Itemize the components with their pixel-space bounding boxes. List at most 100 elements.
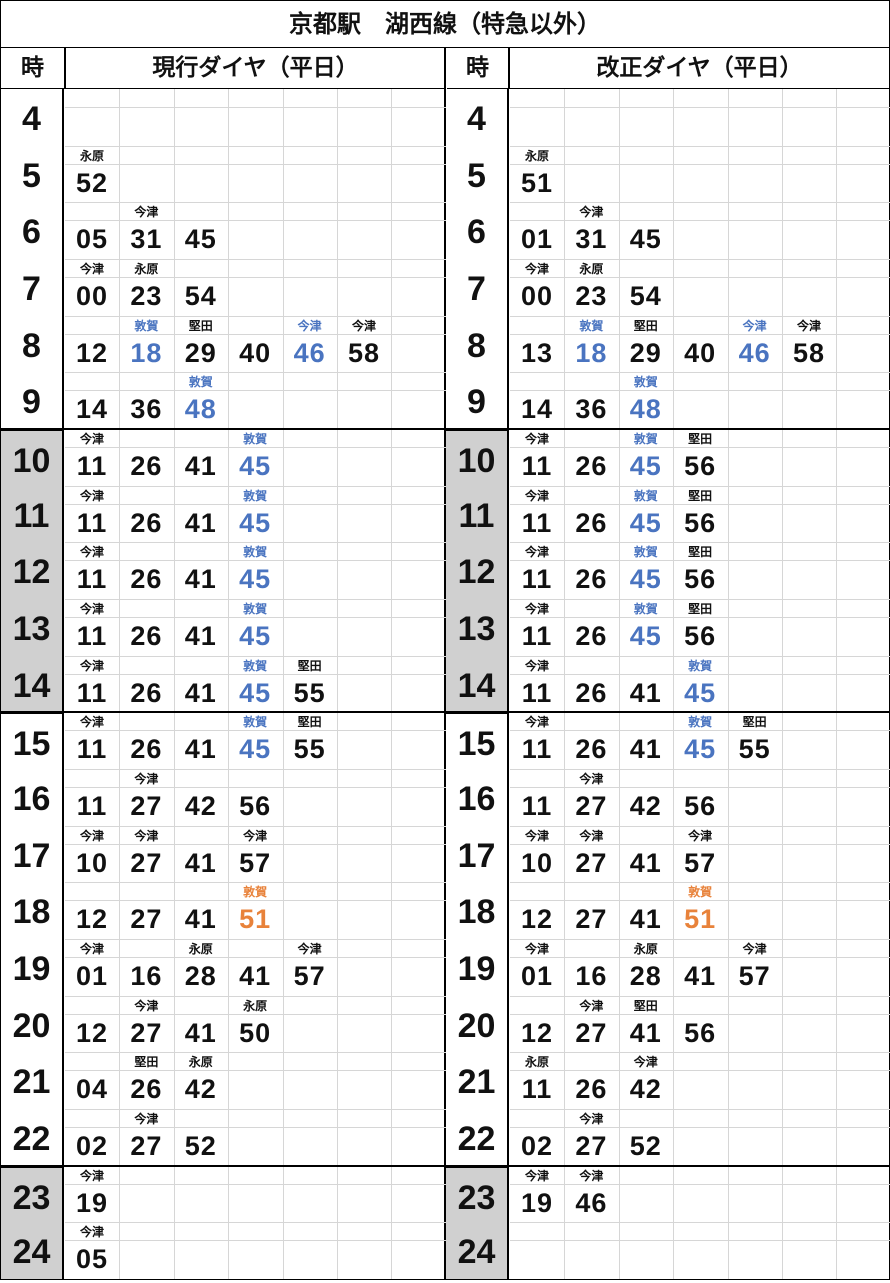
- departure-minute: 04: [75, 1074, 109, 1105]
- hour-cell-10: 10: [446, 429, 509, 486]
- hour-cell-11: 11: [1, 485, 64, 543]
- destination-label: 永原: [524, 1055, 549, 1070]
- departure-minute: 26: [130, 677, 163, 708]
- destination-label: 今津: [79, 942, 104, 957]
- destination-label: 堅田: [688, 602, 713, 617]
- block-border: [1, 428, 445, 431]
- destination-label: 今津: [579, 828, 604, 843]
- grid-line: [564, 89, 566, 1280]
- sub-row-line: [65, 673, 446, 675]
- destination-label: 永原: [79, 148, 104, 163]
- sub-row-line: [510, 1240, 890, 1242]
- sub-row-line: [65, 730, 446, 732]
- departure-minute: 45: [629, 451, 662, 482]
- departure-minute: 42: [184, 1074, 217, 1105]
- hour-cell-14: 14: [1, 655, 64, 713]
- departure-minute: 11: [76, 621, 108, 652]
- departure-minute: 41: [239, 961, 272, 992]
- destination-label: 敦賀: [243, 432, 268, 447]
- departure-minute: 14: [520, 394, 554, 425]
- departure-minute: 05: [75, 1244, 109, 1275]
- departure-minute: 56: [239, 791, 272, 822]
- departure-minute: 18: [130, 337, 163, 368]
- destination-label: 今津: [524, 488, 549, 503]
- row-line: [65, 769, 446, 771]
- departure-minute: 19: [75, 1187, 109, 1218]
- destination-label: 今津: [579, 1112, 604, 1127]
- departure-minute: 45: [239, 677, 272, 708]
- departure-minute: 57: [684, 847, 717, 878]
- grid-line: [836, 89, 838, 1280]
- destination-label: 今津: [579, 205, 604, 220]
- departure-minute: 11: [521, 791, 553, 822]
- departure-minute: 56: [684, 564, 717, 595]
- destination-label: 今津: [351, 318, 376, 333]
- row-line: [510, 372, 890, 374]
- destination-label: 今津: [79, 432, 104, 447]
- departure-minute: 11: [521, 451, 553, 482]
- departure-minute: 41: [184, 564, 217, 595]
- row-line: [65, 882, 446, 884]
- row-line: [65, 542, 446, 544]
- sub-row-line: [65, 560, 446, 562]
- hour-cell-5: 5: [446, 145, 509, 203]
- departure-minute: 51: [684, 904, 717, 935]
- departure-minute: 01: [520, 961, 554, 992]
- sub-row-line: [510, 617, 890, 619]
- departure-minute: 41: [184, 904, 217, 935]
- sub-row-line: [65, 447, 446, 449]
- destination-label: 永原: [134, 262, 159, 276]
- destination-label: 今津: [134, 998, 159, 1013]
- destination-label: 堅田: [633, 998, 658, 1013]
- departure-minute: 48: [629, 394, 662, 425]
- hour-cell-7: 7: [446, 259, 509, 316]
- departure-minute: 12: [75, 1017, 109, 1048]
- grid-line: [618, 89, 620, 1280]
- block-border: [446, 711, 890, 714]
- hour-cell-16: 16: [1, 769, 64, 826]
- departure-minute: 36: [130, 394, 163, 425]
- sub-row-line: [510, 1183, 890, 1185]
- departure-minute: 11: [76, 734, 108, 765]
- destination-label: 今津: [524, 432, 549, 447]
- sub-row-line: [510, 1070, 890, 1072]
- sub-row-line: [65, 1013, 446, 1015]
- sub-row-line: [510, 1013, 890, 1015]
- departure-minute: 10: [520, 847, 554, 878]
- departure-minute: 26: [130, 507, 163, 538]
- hour-header-revised: 時: [447, 48, 510, 89]
- destination-label: 今津: [79, 715, 104, 730]
- destination-label: 今津: [79, 488, 104, 503]
- hour-cell-18: 18: [446, 882, 509, 940]
- departure-minute: 26: [575, 1074, 608, 1105]
- departure-minute: 23: [575, 281, 608, 311]
- departure-minute: 01: [75, 961, 109, 992]
- departure-minute: 41: [629, 734, 662, 765]
- departure-minute: 45: [629, 621, 662, 652]
- sub-row-line: [510, 900, 890, 902]
- departure-minute: 45: [629, 507, 662, 538]
- sub-row-line: [510, 107, 890, 108]
- destination-label: 今津: [579, 1168, 604, 1183]
- departure-minute: 45: [684, 734, 717, 765]
- sub-row-line: [65, 1127, 446, 1129]
- sub-row-line: [510, 787, 890, 789]
- destination-label: 今津: [688, 828, 713, 843]
- hour-cell-6: 6: [1, 202, 64, 259]
- hour-cell-11: 11: [446, 485, 509, 543]
- sub-row-line: [65, 503, 446, 505]
- departure-minute: 11: [76, 791, 108, 822]
- departure-minute: 19: [520, 1187, 554, 1218]
- hour-cell-12: 12: [1, 542, 64, 600]
- destination-label: 敦賀: [688, 885, 713, 900]
- departure-minute: 26: [575, 451, 608, 482]
- departure-minute: 57: [239, 847, 272, 878]
- departure-minute: 16: [130, 961, 163, 992]
- hour-cell-16: 16: [446, 769, 509, 826]
- departure-minute: 23: [130, 281, 163, 311]
- destination-label: 今津: [134, 1112, 159, 1127]
- departure-minute: 56: [684, 451, 717, 482]
- row-line: [510, 599, 890, 601]
- departure-minute: 11: [521, 621, 553, 652]
- row-line: [65, 315, 446, 317]
